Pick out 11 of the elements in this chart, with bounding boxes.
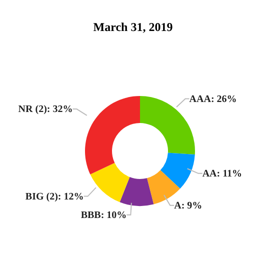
donut-slice (85, 96, 140, 174)
slice-label: BBB: 10% (80, 209, 127, 220)
chart-title: March 31, 2019 (92, 20, 174, 35)
slice-label: AAA: 26% (189, 93, 237, 104)
slice-label: AA: 11% (202, 168, 242, 179)
donut-slice (160, 152, 195, 189)
slice-label: NR (2): 32% (18, 104, 73, 115)
donut-slice (120, 177, 154, 206)
slice-label: BIG (2): 12% (25, 190, 84, 202)
slice-label: A: 9% (174, 200, 202, 211)
donut-slice (90, 162, 130, 202)
